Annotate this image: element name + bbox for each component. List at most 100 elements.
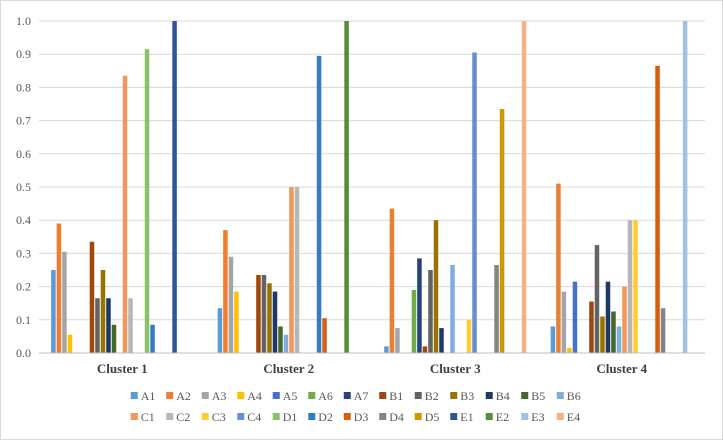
legend-item-d1: D1 [272, 410, 298, 424]
legend-item-b3: B3 [450, 389, 474, 403]
legend-swatch [556, 392, 564, 399]
legend-label: A2 [176, 389, 191, 403]
legend-label: D2 [318, 410, 333, 424]
bar-c2-cluster-2 [294, 187, 300, 353]
legend-item-b1: B1 [379, 389, 403, 403]
legend-swatch [343, 413, 351, 420]
legend-label: E1 [460, 410, 473, 424]
legend-swatch [379, 392, 387, 399]
legend-item-a1: A1 [130, 389, 155, 403]
bar-b4-cluster-3 [439, 328, 444, 353]
y-tick-label: 0.3 [16, 246, 31, 260]
legend-label: D3 [354, 410, 369, 424]
bar-d3-cluster-2 [322, 318, 327, 353]
legend-item-a7: A7 [343, 389, 369, 403]
legend-label: E2 [496, 410, 509, 424]
legend-label: B4 [496, 389, 510, 403]
y-tick-label: 0.5 [16, 180, 31, 194]
bar-c2-cluster-4 [627, 220, 633, 353]
legend-swatch [414, 392, 422, 399]
bar-a7-cluster-3 [417, 258, 422, 353]
bar-a2-cluster-1 [56, 223, 62, 353]
x-category-label: Cluster 3 [430, 361, 481, 376]
bar-b3-cluster-2 [267, 283, 272, 353]
legend-swatch [450, 392, 458, 399]
x-axis-category-labels: Cluster 1 Cluster 2 Cluster 3 Cluster 4 [97, 361, 648, 376]
legend-swatch [556, 413, 564, 420]
bar-b6-cluster-4 [616, 326, 622, 353]
y-tick-label: 0.0 [16, 346, 31, 360]
legend-item-c2: C2 [166, 410, 190, 424]
bar-a1-cluster-2 [217, 308, 223, 353]
legend-swatch [237, 413, 245, 420]
y-tick-label: 1.0 [16, 14, 31, 28]
legend-item-d3: D3 [343, 410, 369, 424]
legend-item-a6: A6 [308, 389, 333, 403]
bar-b3-cluster-1 [100, 270, 106, 353]
legend-label: C4 [247, 410, 261, 424]
bar-b6-cluster-3 [450, 265, 455, 353]
legend-item-d4: D4 [379, 410, 404, 424]
y-tick-label: 0.9 [16, 47, 31, 61]
bar-a1-cluster-4 [550, 326, 556, 353]
legend-label: B1 [389, 389, 403, 403]
bar-b2-cluster-4 [594, 245, 600, 353]
bar-b1-cluster-3 [422, 346, 428, 353]
legend-item-a2: A2 [166, 389, 191, 403]
bar-d4-cluster-3 [494, 265, 499, 353]
legend-swatch [237, 392, 245, 399]
legend-item-d2: D2 [308, 410, 333, 424]
gridlines [39, 20, 705, 321]
bar-a3-cluster-1 [62, 251, 67, 353]
legend-swatch [272, 413, 280, 420]
legend-label: D5 [425, 410, 440, 424]
legend-item-e3: E3 [521, 410, 545, 424]
legend-label: A5 [283, 389, 298, 403]
legend-item-a5: A5 [272, 389, 298, 403]
legend-swatch [485, 413, 493, 420]
legend: A1 A2 A3 A4 A5 A6 A7 B1 B2 B3 B4 B5 B6 C1 C2 C3 C4 D1 D2 D3… [130, 389, 581, 424]
bar-b1-cluster-1 [89, 241, 95, 353]
bar-a3-cluster-4 [561, 291, 567, 353]
legend-label: B2 [425, 389, 439, 403]
legend-item-c3: C3 [201, 410, 226, 424]
legend-swatch [343, 392, 351, 399]
legend-item-e2: E2 [485, 410, 509, 424]
bar-b5-cluster-4 [611, 311, 616, 353]
legend-label: E4 [567, 410, 580, 424]
y-tick-label: 0.6 [16, 147, 31, 161]
bar-a2-cluster-3 [389, 208, 395, 353]
bar-e4-cluster-3 [521, 21, 527, 353]
bar-a6-cluster-3 [411, 289, 417, 353]
bar-b5-cluster-1 [111, 324, 117, 353]
legend-swatch [308, 392, 316, 399]
y-tick-label: 0.2 [16, 280, 31, 294]
legend-label: B6 [567, 389, 581, 403]
bar-c4-cluster-3 [472, 52, 477, 353]
bar-a4-cluster-1 [67, 334, 73, 353]
bar-d5-cluster-3 [499, 108, 505, 353]
legend-swatch [450, 413, 458, 420]
bar-b4-cluster-4 [605, 281, 611, 353]
legend-swatch [485, 392, 493, 399]
legend-label: D1 [283, 410, 298, 424]
bar-a2-cluster-4 [556, 183, 561, 353]
legend-label: C2 [176, 410, 190, 424]
y-tick-label: 0.8 [16, 80, 31, 94]
x-category-label: Cluster 1 [97, 361, 148, 376]
bar-b3-cluster-3 [433, 220, 439, 353]
legend-swatch [308, 413, 316, 420]
bar-b2-cluster-3 [428, 270, 433, 353]
legend-label: C3 [212, 410, 226, 424]
bar-c3-cluster-4 [633, 220, 638, 353]
legend-label: A7 [354, 389, 369, 403]
legend-label: A3 [212, 389, 227, 403]
bar-d4-cluster-4 [660, 308, 666, 353]
legend-item-b5: B5 [521, 389, 545, 403]
legend-swatch [130, 413, 138, 420]
bar-c1-cluster-4 [622, 286, 627, 353]
bar-e3-cluster-4 [682, 21, 688, 353]
bar-a4-cluster-4 [567, 348, 572, 353]
